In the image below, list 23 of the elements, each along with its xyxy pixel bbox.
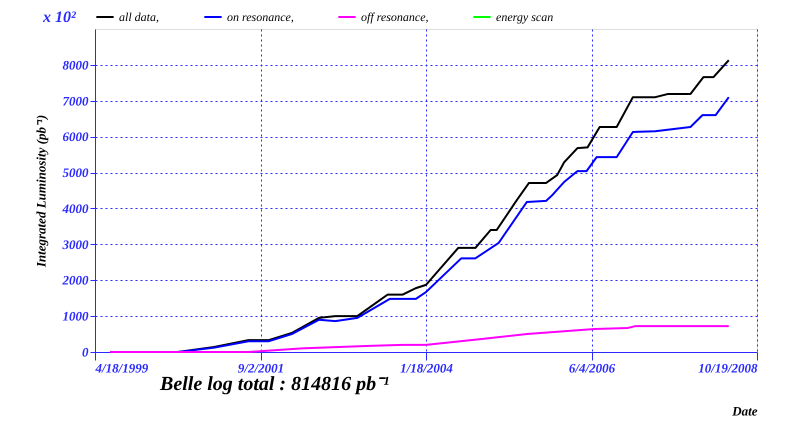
x-tick-label: 4/18/1999 xyxy=(94,360,149,376)
legend-label: all data, xyxy=(119,10,160,24)
x-tick-label: 9/2/2001 xyxy=(238,360,284,376)
legend-label: off resonance, xyxy=(361,10,429,24)
y-tick-label: 0 xyxy=(82,344,89,360)
y-tick-label: 3000 xyxy=(62,236,89,252)
legend-label: on resonance, xyxy=(227,10,294,24)
x-tick-label: 1/18/2004 xyxy=(400,360,454,376)
y-tick-label: 5000 xyxy=(62,165,89,180)
y-tick-label: 1000 xyxy=(62,308,89,324)
y-axis-title: Integrated Luminosity (pb⁻¹) xyxy=(34,114,48,268)
y-tick-label: 7000 xyxy=(62,93,89,108)
y-tick-label: 8000 xyxy=(62,57,89,72)
y-tick-label: 2000 xyxy=(62,272,89,288)
legend-label: energy scan xyxy=(496,10,554,24)
text: x 10² xyxy=(42,9,77,26)
y-tick-label: 6000 xyxy=(62,129,89,144)
line-series xyxy=(109,325,730,353)
x-axis-title: Date xyxy=(731,404,758,418)
x-tick-label: 6/4/2006 xyxy=(568,360,616,376)
y-tick-label: 4000 xyxy=(62,200,89,216)
text: Belle log total : 814816 pb⁻¹ xyxy=(159,373,390,395)
x-tick-label: 10/19/2008 xyxy=(698,360,758,376)
